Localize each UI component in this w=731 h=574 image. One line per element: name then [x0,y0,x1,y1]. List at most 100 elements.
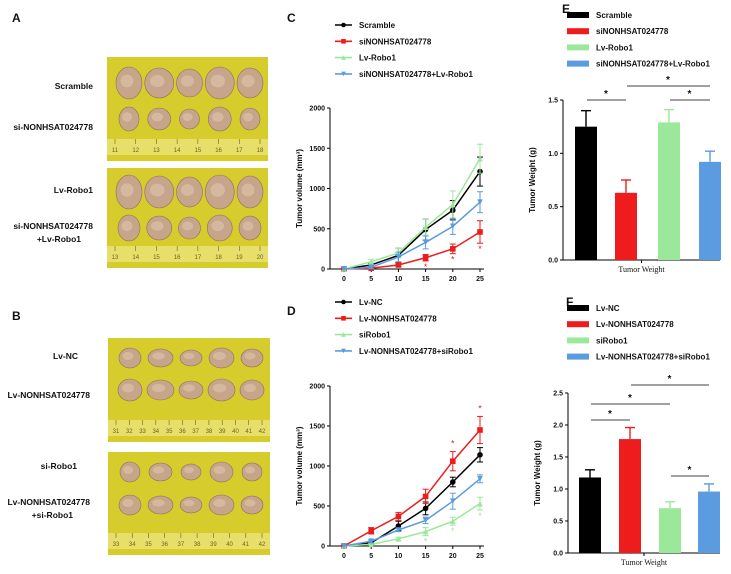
tumor-highlight [241,183,255,197]
ruler-number: 20 [257,255,264,261]
y-tick-label: 2000 [309,106,325,113]
y-tick-label: 0.0 [548,258,558,265]
ruler-number: 12 [132,148,139,154]
ruler-number: 14 [174,148,181,154]
data-point [450,518,456,524]
group-label-lv-nc: Lv-NC [53,351,78,361]
panel-label-b: B [12,309,21,323]
y-tick-label: 1000 [309,186,325,193]
y-tick-label: 500 [313,504,325,511]
tumor-highlight [213,499,226,507]
legend-label: Lv-NC [359,298,383,307]
ruler-number: 14 [132,255,139,261]
ruler-number: 13 [153,148,160,154]
legend-swatch [567,28,589,35]
data-point [395,513,402,520]
tumor-highlight [152,352,165,360]
panel-label-d: D [287,304,296,318]
legend-label: siNONHSAT024778 [359,37,432,46]
data-point [368,258,374,265]
y-tick-label: 1.0 [553,487,563,494]
x-tick-label: 25 [476,553,484,560]
ruler-number: 38 [194,542,201,548]
tumor-highlight [123,466,133,474]
ruler-number: 34 [129,542,136,548]
ruler-number: 15 [195,148,202,154]
bar-sirobo1 [659,508,681,553]
tumor-highlight [210,74,225,88]
ruler-number: 32 [126,429,133,435]
tumor-highlight [182,221,193,231]
tumor-highlight [151,384,166,392]
y-tick-label: 1.5 [548,98,558,105]
significance-star: * [451,439,455,449]
legend-label: siNONHSAT024778 [596,27,669,36]
legend-marker [341,348,346,354]
significance-star: * [668,374,672,385]
legend-label: Lv-NONHSAT024778+siRobo1 [596,353,710,362]
legend-swatch [567,305,589,311]
y-tick-label: 0.0 [553,551,563,558]
legend-marker [341,316,346,321]
x-tick-label: 10 [395,553,403,560]
ruler-number: 38 [206,429,213,435]
ruler-number: 40 [232,429,239,435]
data-point [368,541,374,548]
y-axis-label: Tumor Weight (g) [533,440,542,506]
data-point [450,458,456,464]
tumor-highlight [244,384,256,392]
data-point [395,536,402,542]
ruler-number: 39 [219,429,226,435]
significance-star: * [478,403,482,413]
panel-label-e: E [562,2,570,16]
series-sirobo1: * * * [341,496,483,549]
ruler-number: 40 [226,542,233,548]
tumor-highlight [150,75,165,87]
legend-swatch [567,353,589,360]
legend-marker [341,55,346,60]
panel-label-f: F [566,295,573,309]
legend-label: siRobo1 [596,336,628,345]
tumor-highlight [244,352,256,360]
tumor-highlight [122,383,134,393]
data-point [422,254,429,261]
y-tick-label: 0 [321,267,325,274]
data-point [341,543,347,549]
legend-label: Scramble [359,21,396,30]
x-tick-label: 0 [342,553,346,560]
bar-lv-nonhsat024778-sirobo1 [698,491,720,553]
significance-star: * [604,89,608,100]
y-tick-label: 2.0 [553,423,563,430]
x-tick-label: 5 [369,276,373,283]
tumor-highlight [152,466,165,474]
bar-lv-nc [579,477,601,553]
line-chart-d: Lv-NC Lv-NONHSAT024778 siRobo1 Lv-NONHSAT02… [295,298,484,560]
data-point [422,528,429,535]
data-point [477,452,483,458]
ruler-number: 37 [192,429,199,435]
ruler-number: 18 [215,255,222,261]
tumor-highlight [151,221,164,231]
group-label-si-robo1: si-Robo1 [41,461,78,471]
y-axis-label: Tumor volume (mm³) [295,426,304,505]
tumor-highlight [210,183,225,197]
ruler [107,246,268,262]
tumor-highlight [122,499,134,507]
legend-label: siRobo1 [359,331,391,340]
ruler-number: 17 [236,148,243,154]
significance-star: * [451,526,455,536]
group-label-lv-robo1: Lv-Robo1 [54,185,93,195]
series-line [343,201,481,270]
bar-lv-robo1 [658,122,680,261]
y-tick-label: 0.5 [548,204,558,211]
x-tick-label: 0 [342,276,346,283]
y-tick-label: 2000 [309,384,325,391]
significance-star: * [688,89,692,100]
y-tick-label: 1500 [309,424,325,431]
data-point [450,223,456,230]
x-axis-label: Tumor Weight [618,265,665,274]
ruler-number: 41 [242,542,249,548]
x-tick-label: 15 [422,276,430,283]
significance-star: * [451,255,455,265]
x-tick-label: 15 [422,553,430,560]
